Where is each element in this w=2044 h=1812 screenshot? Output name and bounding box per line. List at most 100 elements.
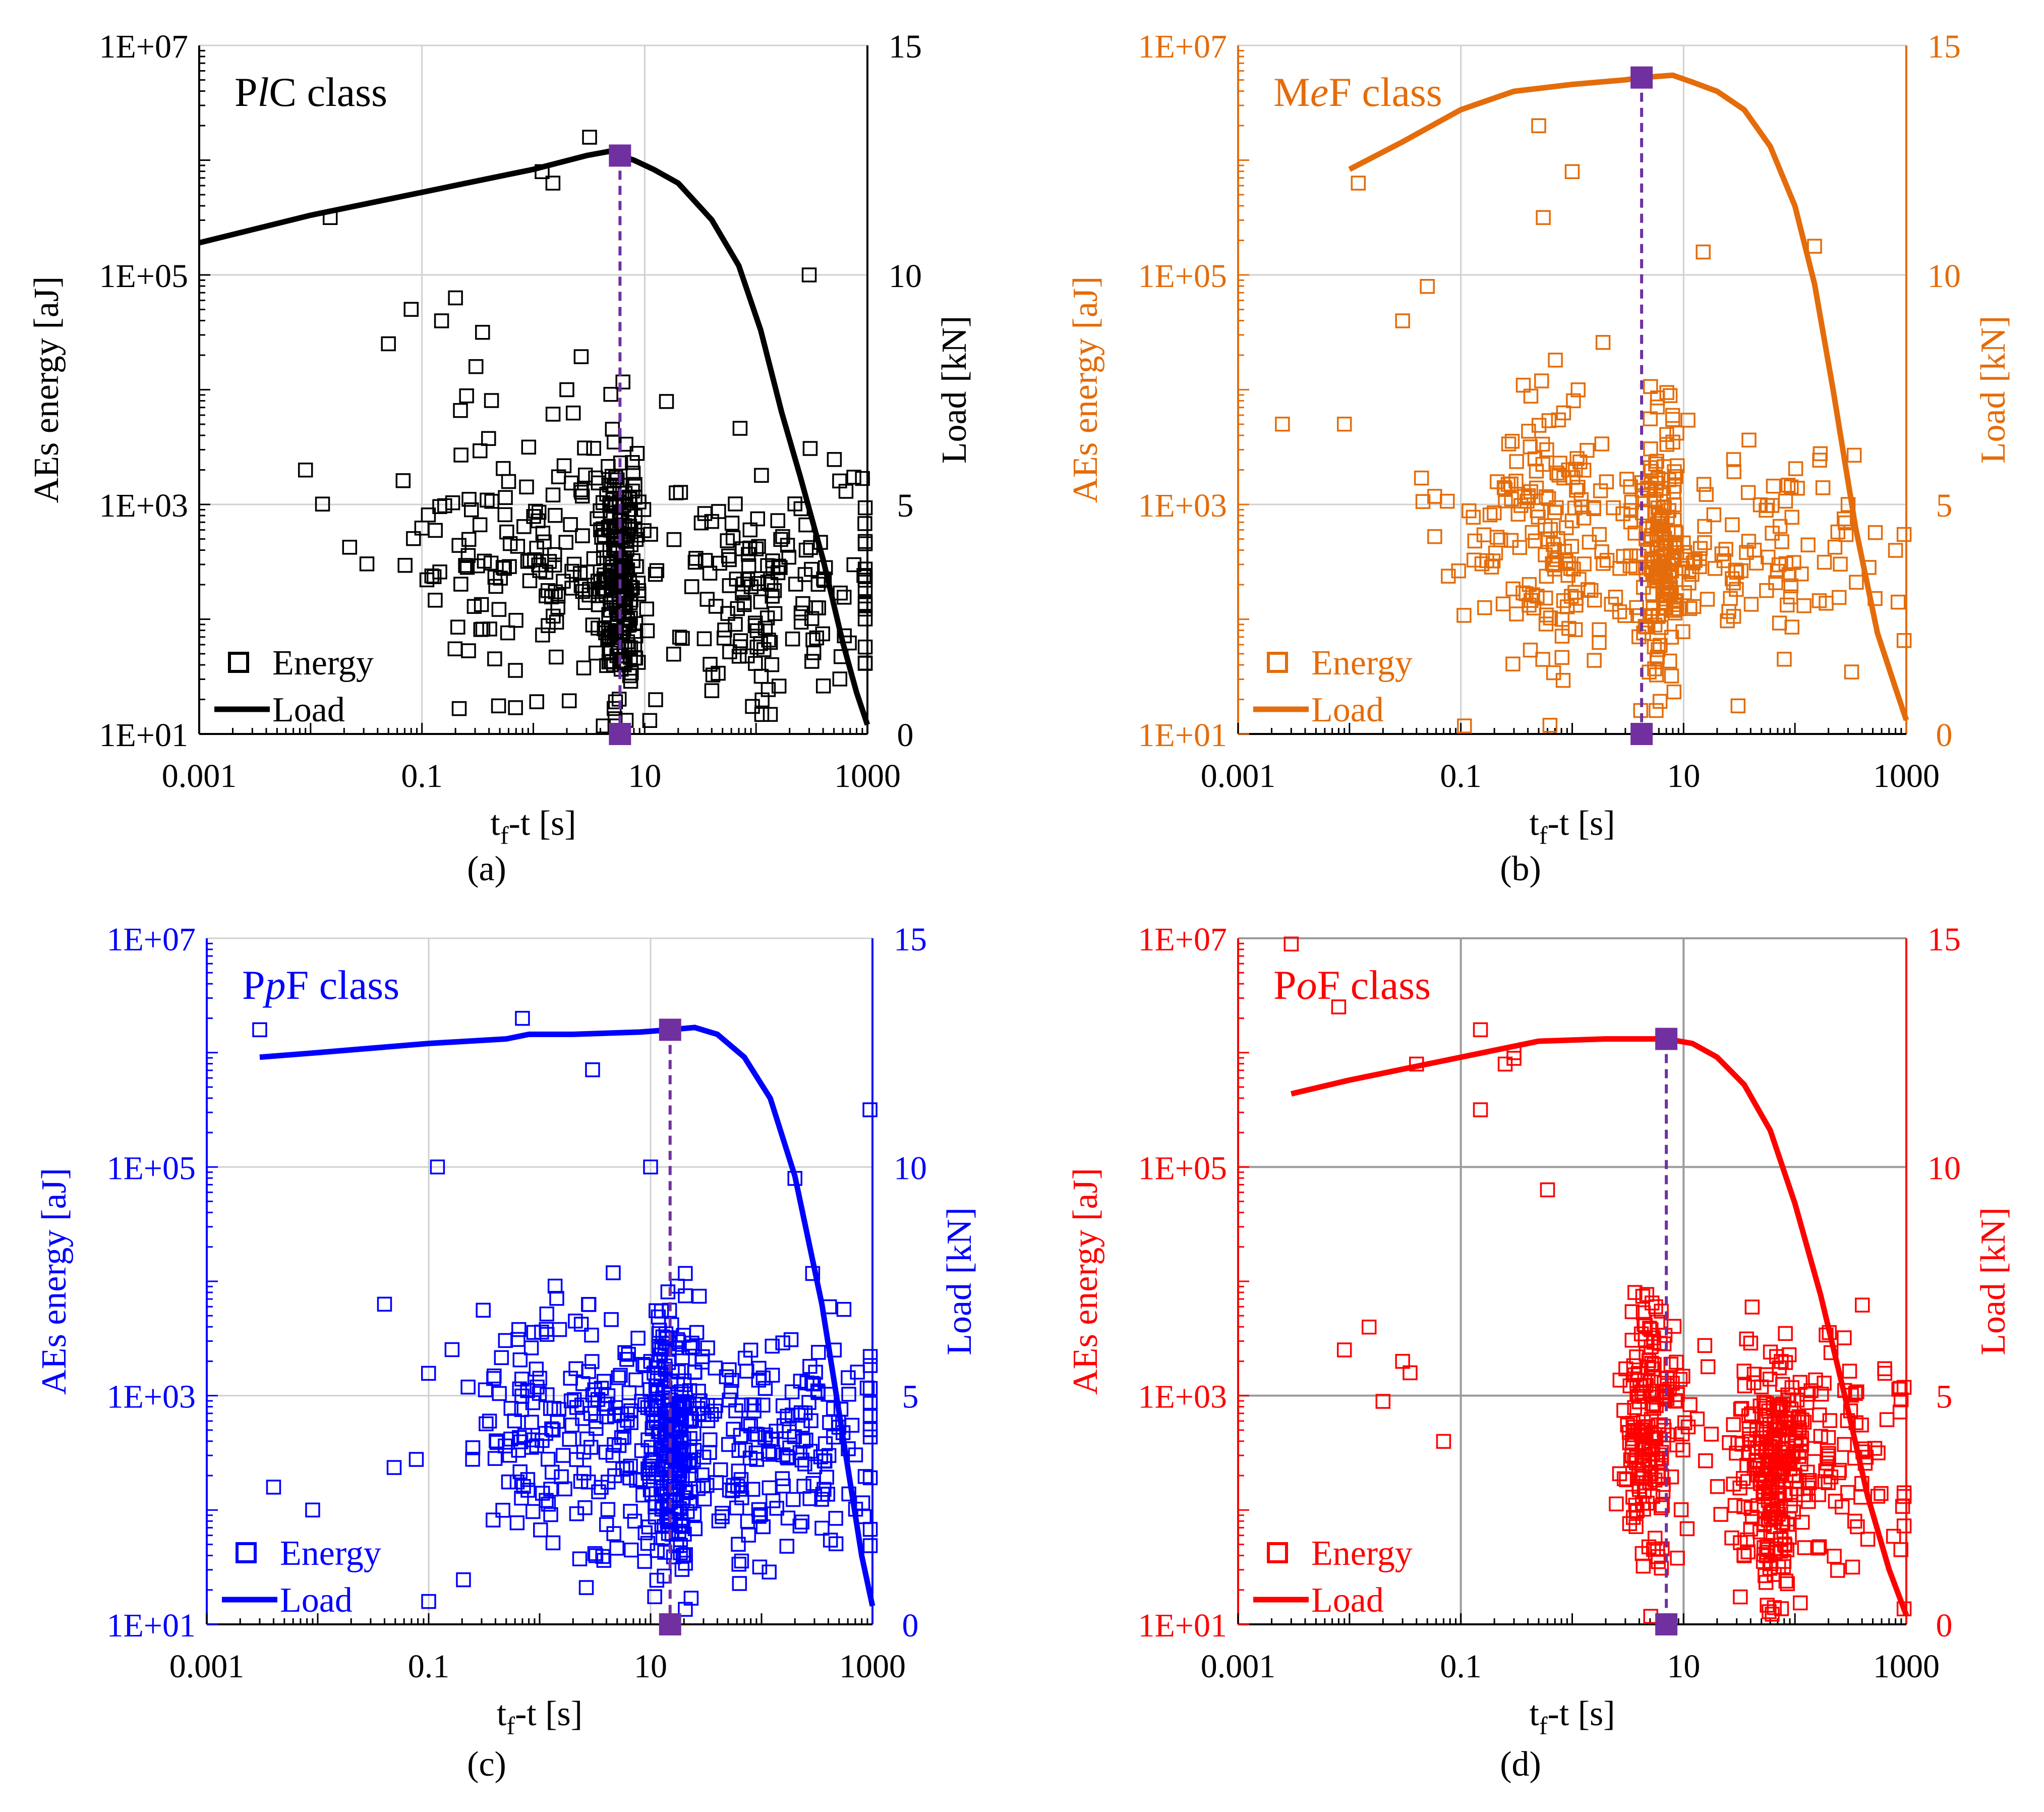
energy-point <box>473 443 488 459</box>
energy-point <box>1803 1383 1819 1398</box>
energy-point <box>711 1513 727 1528</box>
energy-point <box>615 1461 630 1477</box>
energy-point <box>672 1475 687 1490</box>
energy-point <box>808 1365 823 1380</box>
energy-point <box>421 507 436 523</box>
energy-point <box>543 1507 558 1522</box>
energy-point <box>619 1460 634 1476</box>
energy-point <box>1765 1607 1780 1622</box>
energy-point <box>1639 531 1654 546</box>
energy-point <box>507 1413 522 1429</box>
energy-point <box>1787 1468 1802 1483</box>
energy-point <box>711 665 726 681</box>
energy-point <box>1536 210 1551 225</box>
energy-point <box>1650 550 1665 565</box>
energy-point <box>773 560 788 575</box>
energy-point <box>732 1576 747 1591</box>
energy-point <box>1838 527 1854 542</box>
energy-point <box>734 1482 749 1497</box>
series-energy <box>1283 936 1912 1624</box>
energy-point <box>715 1506 730 1521</box>
energy-point <box>647 1589 662 1604</box>
energy-point <box>625 580 640 596</box>
energy-point <box>1351 176 1366 191</box>
energy-point <box>813 1449 829 1464</box>
energy-point <box>751 1373 767 1388</box>
energy-point <box>488 579 503 594</box>
energy-point <box>1467 533 1483 549</box>
energy-point <box>531 557 546 573</box>
energy-point <box>763 707 778 722</box>
energy-point <box>1765 1448 1780 1463</box>
energy-point <box>450 619 465 635</box>
energy-point <box>1504 491 1519 506</box>
energy-point <box>1395 1353 1410 1369</box>
energy-point <box>673 1423 688 1438</box>
energy-point <box>524 1414 539 1430</box>
energy-point <box>1742 1427 1757 1442</box>
energy-point <box>734 1553 749 1569</box>
energy-point <box>1647 491 1662 507</box>
energy-point <box>765 1445 781 1460</box>
energy-point <box>775 1335 790 1350</box>
energy-point <box>1781 567 1797 582</box>
energy-point <box>787 1429 802 1444</box>
energy-point <box>1741 432 1757 448</box>
energy-point <box>1710 1479 1725 1494</box>
energy-point <box>1741 1408 1757 1424</box>
energy-point <box>1645 1489 1661 1504</box>
energy-point <box>447 641 463 656</box>
energy-point <box>1505 656 1521 671</box>
energy-point <box>761 633 776 648</box>
energy-point <box>1849 1384 1864 1399</box>
energy-point <box>636 523 652 538</box>
legend-energy-label: Energy <box>280 1534 381 1573</box>
peak-marker-top <box>609 144 631 167</box>
energy-point <box>815 626 830 642</box>
energy-point <box>1493 532 1508 547</box>
energy-point <box>1500 477 1516 492</box>
energy-point <box>666 1406 681 1421</box>
energy-point <box>497 507 513 523</box>
energy-point <box>1780 1576 1795 1592</box>
energy-point <box>1799 1387 1815 1402</box>
energy-point <box>498 490 513 505</box>
energy-point <box>513 1434 529 1449</box>
energy-point <box>1624 494 1640 510</box>
energy-point <box>1534 373 1549 388</box>
energy-point <box>1726 464 1741 479</box>
energy-point <box>579 564 595 580</box>
energy-point <box>748 656 763 671</box>
energy-point <box>1646 1401 1661 1416</box>
energy-point <box>575 528 590 543</box>
energy-point <box>1896 1518 1912 1534</box>
energy-point <box>780 1510 796 1525</box>
energy-point <box>1729 564 1744 580</box>
energy-point <box>359 556 375 572</box>
energy-point <box>577 1500 593 1515</box>
peak-marker-top <box>1655 1028 1678 1050</box>
energy-point <box>649 563 665 578</box>
y-right-tick-label: 15 <box>889 28 922 65</box>
energy-point <box>1560 568 1575 583</box>
x-tick-label: 1000 <box>1873 758 1940 795</box>
energy-point <box>1525 525 1540 540</box>
load-line <box>259 1025 875 1607</box>
energy-point <box>453 447 469 463</box>
energy-point <box>1699 487 1714 502</box>
energy-point <box>1817 554 1832 570</box>
energy-point <box>1587 592 1602 608</box>
energy-point <box>1817 1376 1832 1391</box>
energy-point <box>1855 1297 1870 1313</box>
energy-point <box>575 1376 591 1391</box>
energy-point <box>496 461 511 476</box>
energy-point <box>673 485 688 500</box>
energy-point <box>634 1443 650 1458</box>
energy-point <box>1840 1485 1855 1500</box>
energy-point <box>1730 698 1746 714</box>
energy-point <box>573 1317 589 1332</box>
energy-point <box>862 1358 878 1373</box>
energy-point <box>660 1513 675 1528</box>
peak-marker-bottom <box>1655 1613 1678 1635</box>
energy-point <box>430 1159 445 1175</box>
